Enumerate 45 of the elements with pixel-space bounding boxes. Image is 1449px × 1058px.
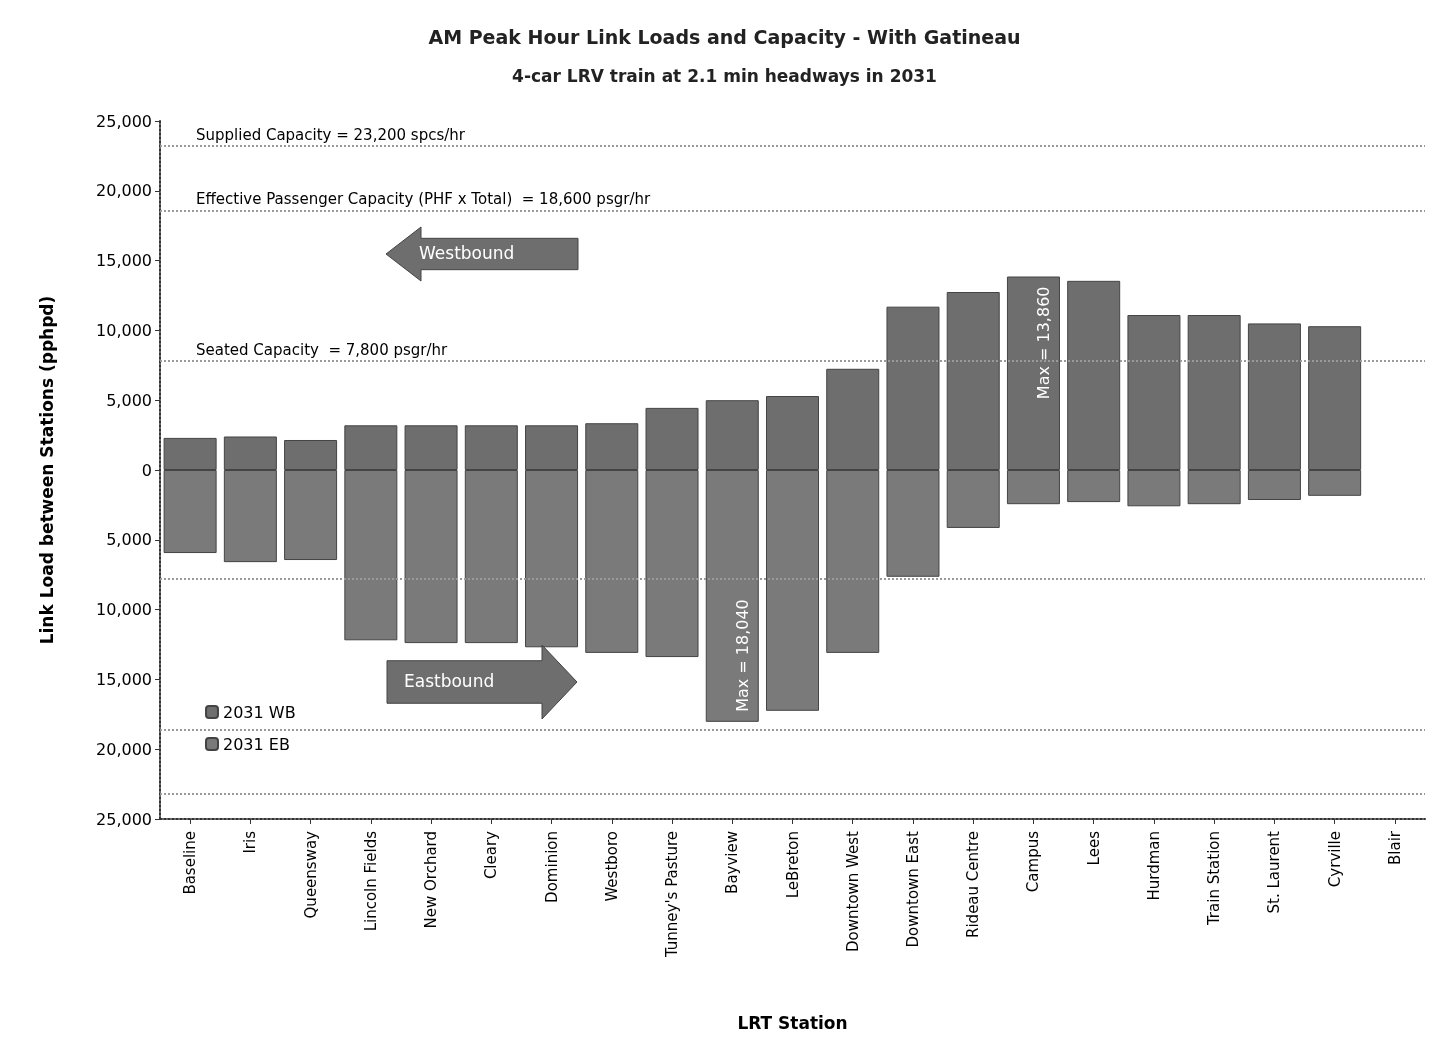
x-axis-title: LRT Station xyxy=(737,1012,848,1033)
x-tick-label: Blair xyxy=(1385,830,1404,865)
y-tick-label: 5,000 xyxy=(106,390,152,410)
y-tick-label: 15,000 xyxy=(96,669,152,689)
y-tick-label: 10,000 xyxy=(96,320,152,340)
ref-line-label: Effective Passenger Capacity (PHF x Total) = 18,600 psgr/hr xyxy=(196,189,651,208)
ref-line-label: Seated Capacity = 7,800 psgr/hr xyxy=(196,340,449,359)
chart-subtitle: 4-car LRV train at 2.1 min headways in 2031 xyxy=(512,65,937,86)
x-tick-label: Dominion xyxy=(542,831,561,903)
x-tick-label: Hurdman xyxy=(1144,831,1163,901)
y-tick-label: 15,000 xyxy=(96,251,152,271)
x-tick-label: Tunney's Pasture xyxy=(663,831,682,959)
x-tick-label: Bayview xyxy=(723,831,742,894)
x-tick-label: St. Laurent xyxy=(1265,830,1284,914)
x-tick-label: Campus xyxy=(1024,830,1043,893)
x-tick-label: Baseline xyxy=(181,831,200,895)
annotation: Westbound xyxy=(419,243,515,263)
x-tick-label: Downtown West xyxy=(843,830,862,952)
x-tick-label: Train Station xyxy=(1205,831,1224,927)
legend-label: 2031 EB xyxy=(223,734,290,754)
x-tick-label: LeBreton xyxy=(783,831,802,899)
annotation: Max = 13,860 xyxy=(1033,286,1053,400)
annotation: Max = 18,040 xyxy=(732,599,752,712)
ref-line-label: Supplied Capacity = 23,200 spcs/hr xyxy=(196,125,466,144)
legend-label: 2031 WB xyxy=(223,702,296,722)
x-tick-label: Cyrville xyxy=(1325,831,1344,888)
chart-title: AM Peak Hour Link Loads and Capacity - With Gatineau xyxy=(428,25,1021,48)
x-tick-label: Downtown East xyxy=(903,830,922,948)
x-tick-label: Westboro xyxy=(602,831,621,902)
x-tick-label: Queensway xyxy=(301,830,320,919)
x-tick-label: Cleary xyxy=(482,830,501,880)
y-tick-label: 5,000 xyxy=(106,530,152,550)
annotation: Eastbound xyxy=(404,671,495,691)
x-tick-label: Lees xyxy=(1084,830,1103,866)
y-tick-label: 10,000 xyxy=(96,600,152,620)
y-tick-label: 25,000 xyxy=(96,809,152,829)
y-tick-label: 20,000 xyxy=(96,739,152,759)
x-tick-label: Lincoln Fields xyxy=(361,830,380,932)
y-axis-title: Link Load between Stations (pphpd) xyxy=(36,295,57,645)
x-tick-label: New Orchard xyxy=(422,831,441,929)
y-tick-label: 25,000 xyxy=(96,111,152,131)
x-tick-label: Iris xyxy=(241,830,260,854)
y-tick-label: 0 xyxy=(141,460,152,480)
x-tick-label: Rideau Centre xyxy=(964,831,983,938)
y-tick-label: 20,000 xyxy=(96,181,152,201)
